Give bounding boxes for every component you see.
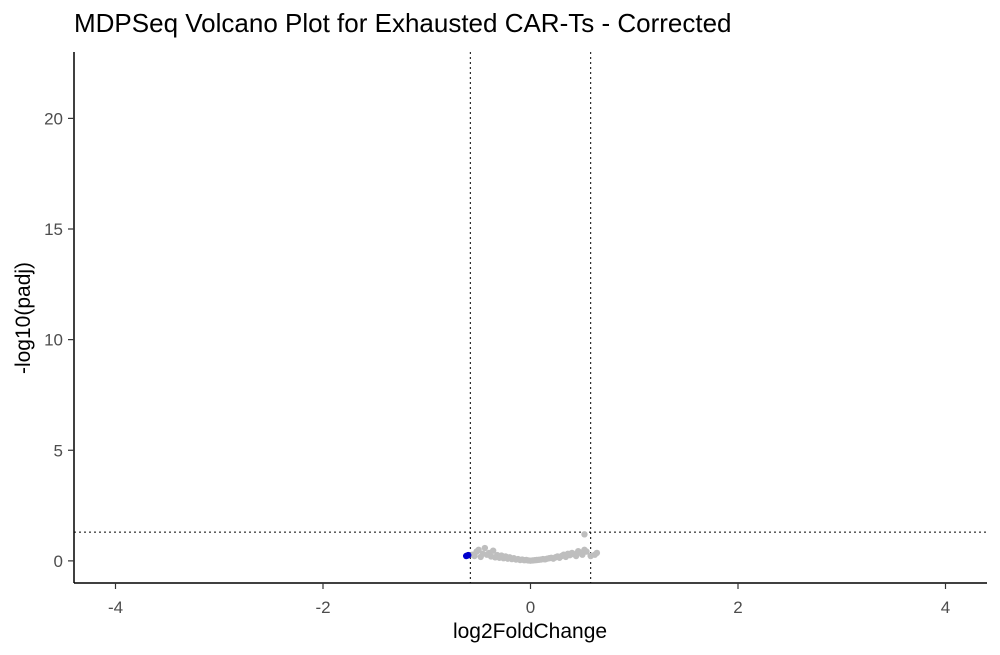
x-tick-label: 4 — [941, 598, 950, 617]
y-axis-title: -log10(padj) — [12, 262, 35, 374]
not-significant-point — [481, 544, 489, 552]
x-tick-label: 2 — [733, 598, 742, 617]
plot-area: -4 -2 0 2 4 0 5 10 15 20 — [44, 52, 987, 617]
x-axis-title: log2FoldChange — [453, 620, 607, 643]
not-significant-point — [593, 549, 601, 557]
not-significant-point — [581, 531, 588, 538]
y-tick-label: 5 — [54, 441, 63, 460]
not-significant-point — [572, 552, 580, 560]
x-tick-label: -4 — [108, 598, 123, 617]
y-tick-label: 15 — [44, 220, 63, 239]
y-tick-label: 0 — [54, 552, 63, 571]
y-tick-label: 10 — [44, 331, 63, 350]
not-significant-point — [489, 547, 497, 554]
not-significant-point — [475, 546, 482, 554]
x-tick-label: 0 — [526, 598, 535, 617]
chart-title: MDPSeq Volcano Plot for Exhausted CAR-Ts… — [74, 8, 732, 38]
not-significant-point — [583, 548, 590, 555]
x-tick-label: -2 — [315, 598, 330, 617]
y-tick-label: 20 — [44, 109, 63, 128]
significant-point — [464, 552, 471, 559]
